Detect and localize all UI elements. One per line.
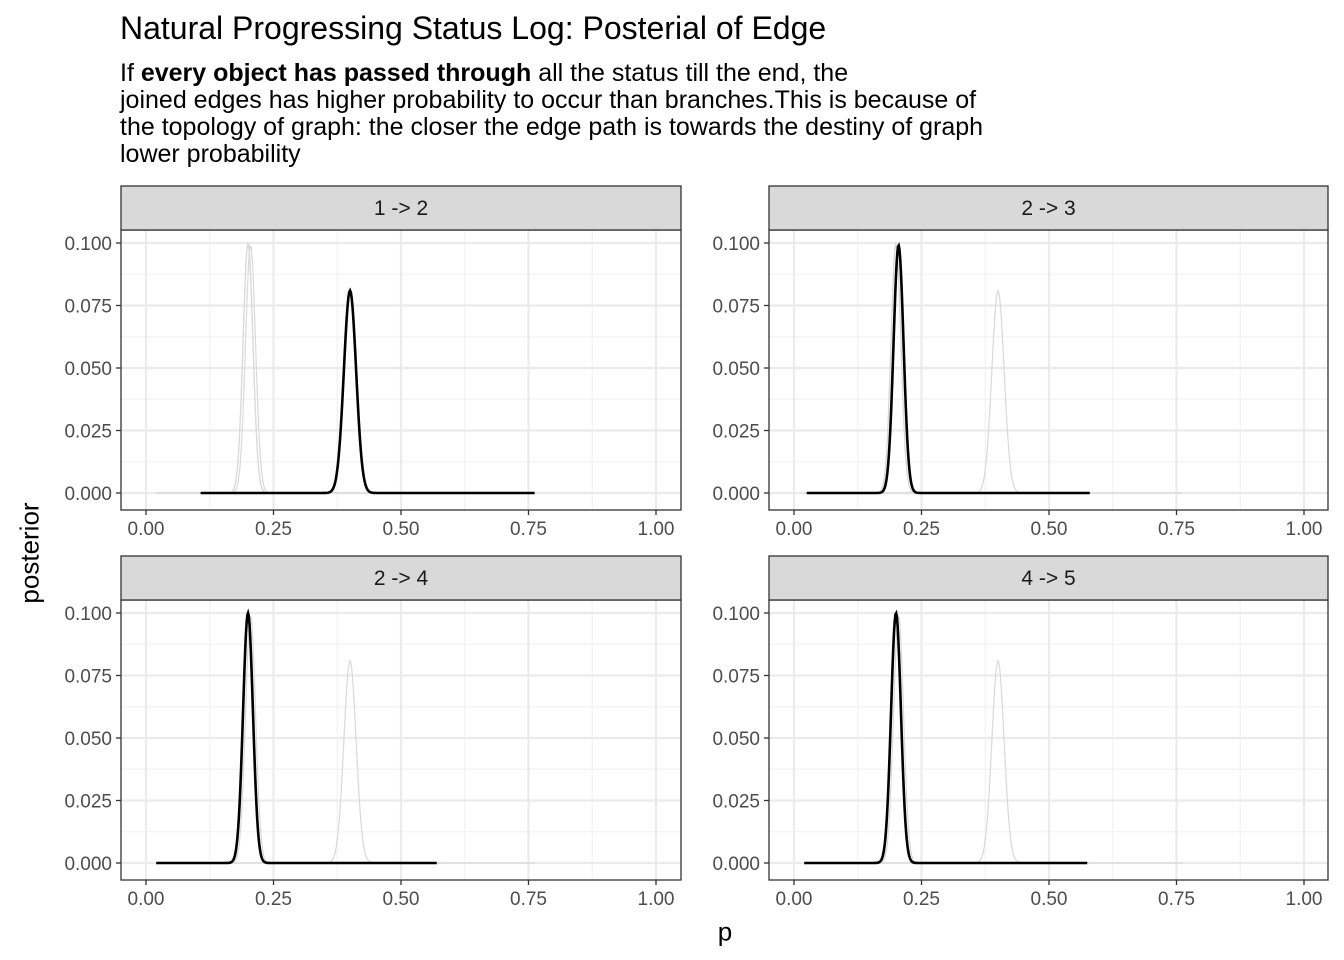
- y-tick-label: 0.100: [712, 604, 760, 625]
- x-tick-label: 0.50: [1031, 889, 1068, 910]
- y-tick-label: 0.075: [712, 297, 760, 318]
- x-tick-label: 0.00: [776, 889, 813, 910]
- x-tick-label: 0.00: [128, 889, 165, 910]
- x-tick-label: 1.00: [1286, 519, 1323, 540]
- x-axis-label: p: [717, 916, 733, 947]
- y-tick-label: 0.075: [712, 667, 760, 688]
- x-tick-label: 0.25: [903, 889, 940, 910]
- x-tick-label: 0.75: [510, 519, 547, 540]
- y-axis-label: posterior: [14, 502, 45, 604]
- x-tick-label: 1.00: [638, 889, 675, 910]
- x-tick-label: 0.00: [128, 519, 165, 540]
- series-line-highlight: [804, 609, 1088, 865]
- y-tick-label: 0.000: [64, 484, 112, 505]
- chart-title: Natural Progressing Status Log: Posteria…: [120, 10, 827, 46]
- x-tick-label: 0.75: [1158, 519, 1195, 540]
- facet-strip: [768, 555, 1329, 601]
- series-line-highlight: [806, 242, 1090, 495]
- y-tick-label: 0.000: [712, 484, 760, 505]
- x-tick-label: 0.50: [1031, 519, 1068, 540]
- x-tick-label: 0.00: [776, 519, 813, 540]
- y-tick-label: 0.075: [64, 667, 112, 688]
- x-tick-label: 0.75: [1158, 889, 1195, 910]
- series-line-background: [848, 288, 1183, 494]
- subtitle-line-1: If every object has passed through all t…: [120, 59, 849, 87]
- subtitle-line-4: lower probability: [120, 140, 301, 168]
- y-tick-label: 0.100: [64, 604, 112, 625]
- facet-strip-label: 4 -> 5: [1021, 567, 1075, 590]
- y-tick-label: 0.050: [712, 359, 760, 380]
- y-tick-label: 0.025: [64, 422, 112, 443]
- x-tick-label: 0.75: [510, 889, 547, 910]
- series-line-highlight: [200, 287, 535, 495]
- subtitle-line-3: the topology of graph: the closer the ed…: [120, 113, 984, 141]
- facet-strip: [120, 185, 682, 231]
- y-tick-label: 0.100: [712, 234, 760, 255]
- x-tick-label: 0.50: [383, 519, 420, 540]
- y-tick-label: 0.025: [64, 792, 112, 813]
- x-tick-label: 0.25: [255, 889, 292, 910]
- y-tick-label: 0.075: [64, 297, 112, 318]
- facet-strip-label: 2 -> 4: [374, 567, 429, 590]
- chart-subtitle: If every object has passed through all t…: [120, 60, 983, 168]
- y-tick-label: 0.025: [712, 422, 760, 443]
- y-tick-label: 0.000: [64, 854, 112, 875]
- facet-strip-label: 1 -> 2: [374, 197, 428, 220]
- y-tick-label: 0.100: [64, 234, 112, 255]
- y-tick-label: 0.025: [712, 792, 760, 813]
- y-tick-label: 0.050: [712, 729, 760, 750]
- x-tick-label: 1.00: [638, 519, 675, 540]
- y-tick-label: 0.050: [64, 359, 112, 380]
- series-line-background: [848, 658, 1183, 864]
- facet-strip: [768, 185, 1329, 231]
- y-tick-label: 0.000: [712, 854, 760, 875]
- facet-strip-label: 2 -> 3: [1021, 197, 1075, 220]
- x-tick-label: 1.00: [1286, 889, 1323, 910]
- subtitle-line-2: joined edges has higher probability to o…: [120, 86, 977, 114]
- x-tick-label: 0.25: [903, 519, 940, 540]
- x-tick-label: 0.50: [383, 889, 420, 910]
- series-line-background: [200, 658, 535, 864]
- series-line-highlight: [156, 608, 437, 865]
- x-tick-label: 0.25: [255, 519, 292, 540]
- y-tick-label: 0.050: [64, 729, 112, 750]
- facet-strip: [120, 555, 682, 601]
